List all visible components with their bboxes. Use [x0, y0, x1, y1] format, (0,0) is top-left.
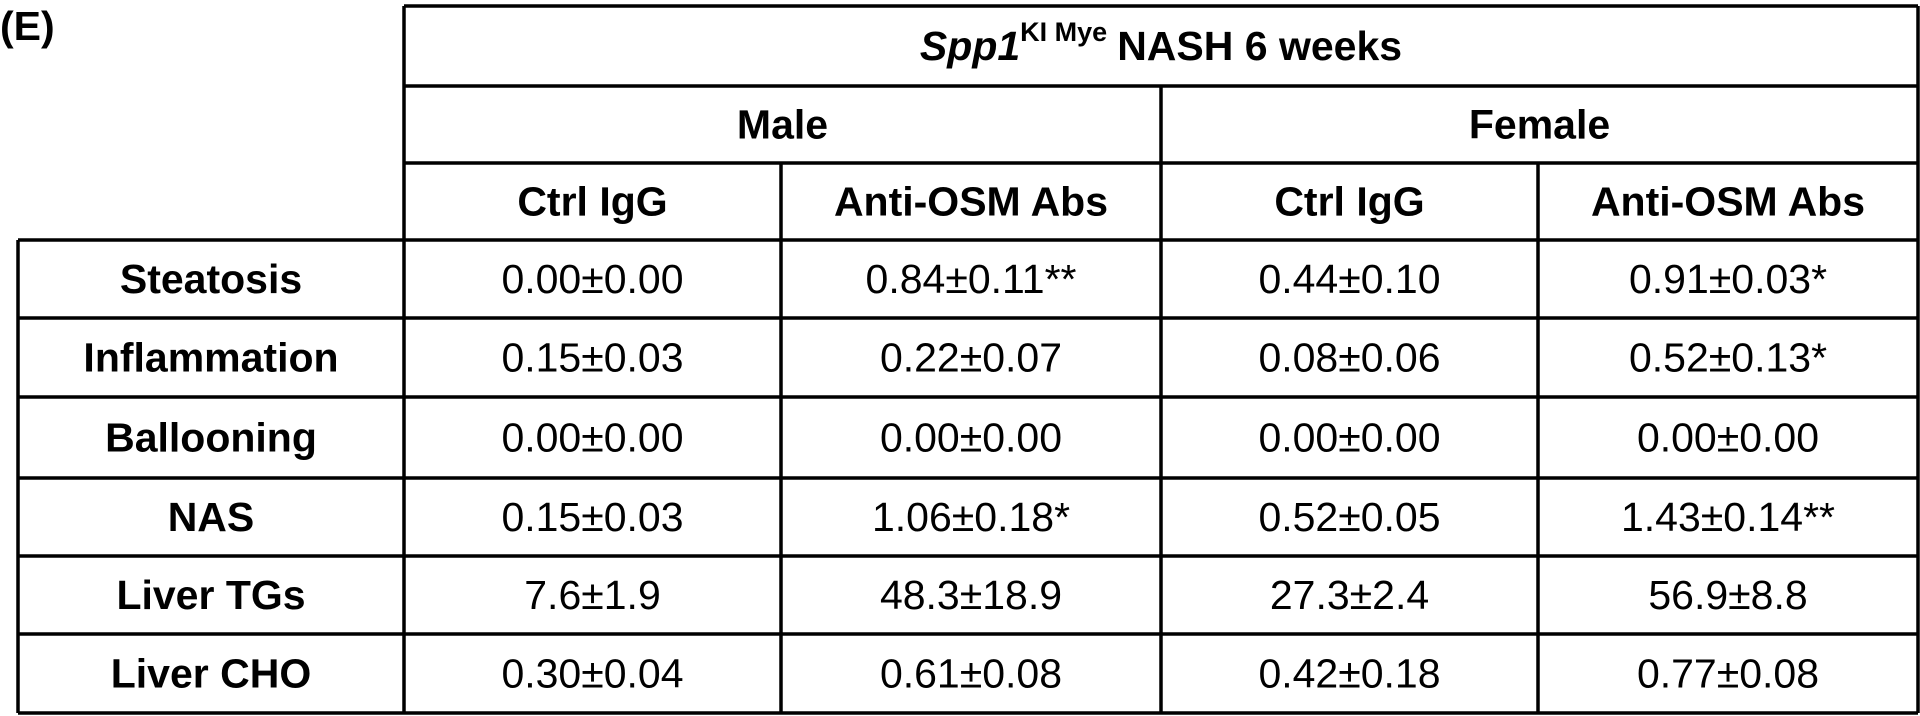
panel-label: (E)	[0, 3, 55, 49]
cell: 0.00±0.00	[501, 256, 683, 302]
cell: 0.84±0.11**	[866, 256, 1077, 302]
group-header: Female	[1469, 102, 1610, 148]
cell: 0.00±0.00	[1258, 415, 1440, 461]
cell: 0.00±0.00	[501, 415, 683, 461]
cell: 0.77±0.08	[1637, 651, 1819, 697]
table-title: Spp1KI Mye NASH 6 weeks	[920, 17, 1402, 69]
column-header: Anti-OSM Abs	[1591, 179, 1865, 225]
title-rest: NASH 6 weeks	[1117, 23, 1402, 69]
cell: 0.15±0.03	[501, 335, 683, 381]
cell: 0.52±0.13*	[1629, 335, 1827, 381]
row-label: Inflammation	[83, 335, 338, 381]
cell: 56.9±8.8	[1648, 572, 1807, 618]
cell: 0.44±0.10	[1258, 256, 1440, 302]
column-header: Anti-OSM Abs	[834, 179, 1108, 225]
cell: 1.43±0.14**	[1621, 494, 1835, 540]
column-header: Ctrl IgG	[517, 179, 667, 225]
superscript: KI Mye	[1020, 17, 1107, 47]
cell: 0.91±0.03*	[1629, 256, 1827, 302]
row-label: NAS	[168, 494, 255, 540]
cell: 0.00±0.00	[880, 415, 1062, 461]
row-label: Liver TGs	[116, 572, 305, 618]
row-label: Steatosis	[120, 256, 302, 302]
cell: 1.06±0.18*	[872, 494, 1070, 540]
cell: 0.52±0.05	[1258, 494, 1440, 540]
cell: 0.61±0.08	[880, 651, 1062, 697]
gene-name: Spp1	[920, 23, 1020, 69]
cell: 27.3±2.4	[1270, 572, 1429, 618]
cell: 0.30±0.04	[501, 651, 683, 697]
cell: 0.42±0.18	[1258, 651, 1440, 697]
group-header: Male	[737, 102, 828, 148]
row-label: Ballooning	[105, 415, 317, 461]
cell: 7.6±1.9	[524, 572, 661, 618]
cell: 0.22±0.07	[880, 335, 1062, 381]
row-label: Liver CHO	[111, 651, 312, 697]
cell: 0.08±0.06	[1258, 335, 1440, 381]
cell: 48.3±18.9	[880, 572, 1062, 618]
cell: 0.15±0.03	[501, 494, 683, 540]
column-header: Ctrl IgG	[1274, 179, 1424, 225]
cell: 0.00±0.00	[1637, 415, 1819, 461]
